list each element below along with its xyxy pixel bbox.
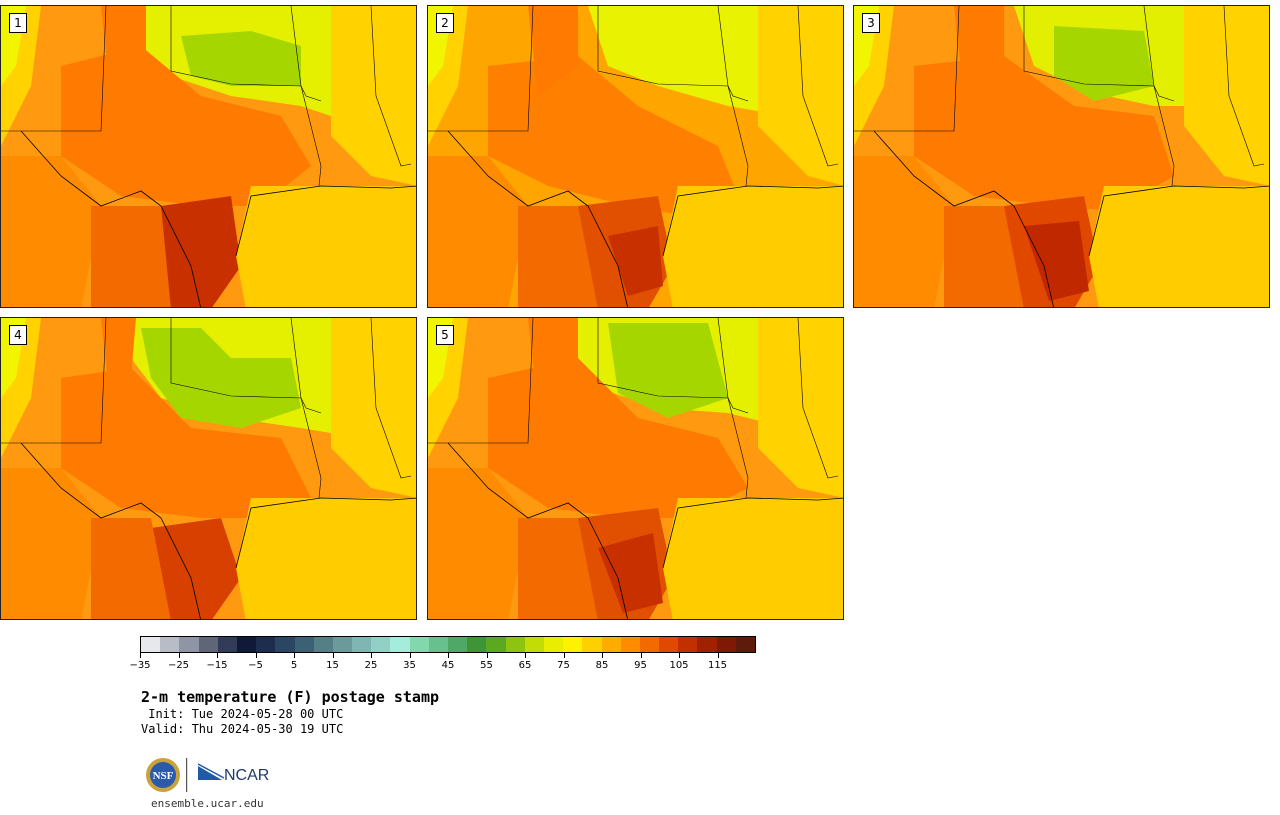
colorbar-tick: [294, 653, 295, 658]
colorbar-tick-label: 115: [707, 660, 728, 671]
colorbar-segment: [563, 637, 583, 652]
colorbar-tick-label: 5: [290, 660, 298, 671]
colorbar-tick-label: −5: [248, 660, 263, 671]
colorbar-segment: [371, 637, 391, 652]
colorbar-tick-label: 35: [403, 660, 416, 671]
temperature-map: [1, 6, 416, 307]
panel-label: 1: [9, 13, 27, 33]
colorbar-tick: [717, 653, 719, 658]
colorbar-segment: [543, 637, 564, 652]
nsf-logo-text: NSF: [153, 770, 174, 782]
temperature-map: [428, 318, 843, 619]
temperature-map: [428, 6, 843, 307]
colorbar-tick: [332, 653, 334, 658]
colorbar-segment: [505, 637, 525, 652]
map-panel-5: 5: [427, 317, 844, 620]
colorbar-segment: [735, 637, 755, 652]
colorbar-ticks: −35 −25 −15 −5 5 15 25 35 45 55 65 75 85 95 105 115: [129, 653, 756, 675]
colorbar-tick: [486, 653, 488, 658]
colorbar-tick: [371, 653, 372, 658]
colorbar-segment: [332, 637, 353, 652]
colorbar-tick-label: 85: [595, 660, 609, 671]
colorbar-segment: [659, 637, 679, 652]
map-panel-2: 2: [427, 5, 844, 308]
logos: NSF NCAR: [144, 756, 274, 794]
panel-label: 2: [436, 13, 454, 33]
colorbar-segment: [141, 637, 161, 652]
colorbar-segment: [678, 637, 698, 652]
colorbar-segment: [275, 637, 295, 652]
colorbar-tick: [178, 653, 180, 658]
colorbar-segment: [486, 637, 506, 652]
map-panel-1: 1: [0, 5, 417, 308]
colorbar-segment: [639, 637, 660, 652]
colorbar-segment: [428, 637, 448, 652]
panel-label: 4: [9, 325, 27, 345]
colorbar-tick-label: 105: [669, 660, 689, 671]
colorbar-segment: [236, 637, 257, 652]
ncar-logo-text: NCAR: [224, 767, 269, 784]
temperature-map: [854, 6, 1269, 307]
colorbar-segment: [697, 637, 717, 652]
plot-title: 2-m temperature (F) postage stamp: [141, 688, 440, 706]
colorbar-tick-label: 65: [518, 660, 532, 671]
colorbar-segment: [601, 637, 621, 652]
colorbar-segment: [160, 637, 180, 652]
panel-label: 3: [862, 13, 880, 33]
colorbar-tick-label: 95: [634, 660, 647, 671]
colorbar-tick: [640, 653, 642, 658]
colorbar-segment: [409, 637, 429, 652]
colorbar-tick: [409, 653, 411, 658]
colorbar-tick: [217, 653, 218, 658]
colorbar-segment: [524, 637, 544, 652]
colorbar-tick-label: 45: [441, 660, 455, 671]
map-panel-4: 4: [0, 317, 417, 620]
panel-label: 5: [436, 325, 454, 345]
colorbar-segment: [179, 637, 199, 652]
colorbar-tick: [679, 653, 680, 658]
colorbar-segment: [217, 637, 237, 652]
colorbar-segment: [256, 637, 276, 652]
valid-time: Valid: Thu 2024-05-30 19 UTC: [141, 722, 344, 736]
colorbar-tick-label: 55: [480, 660, 493, 671]
colorbar: [140, 636, 756, 653]
colorbar-segment: [294, 637, 314, 652]
colorbar-tick-label: −35: [129, 660, 151, 671]
site-url[interactable]: ensemble.ucar.edu: [151, 797, 264, 810]
colorbar-tick: [525, 653, 526, 658]
colorbar-segment: [448, 637, 468, 652]
colorbar-tick-label: 75: [557, 660, 570, 671]
colorbar-segment: [352, 637, 372, 652]
colorbar-segment: [716, 637, 736, 652]
colorbar-tick-label: −15: [206, 660, 228, 671]
colorbar-tick-label: 25: [364, 660, 378, 671]
colorbar-segment: [198, 637, 218, 652]
colorbar-tick: [448, 653, 449, 658]
colorbar-tick-label: 15: [326, 660, 339, 671]
nsf-ncar-logo: NSF NCAR: [146, 758, 269, 792]
colorbar-segment: [467, 637, 487, 652]
colorbar-tick: [255, 653, 257, 658]
colorbar-segment: [620, 637, 640, 652]
colorbar-segment: [313, 637, 333, 652]
colorbar-tick-label: −25: [167, 660, 190, 671]
colorbar-tick: [563, 653, 565, 658]
colorbar-tick: [140, 653, 141, 658]
init-time: Init: Tue 2024-05-28 00 UTC: [141, 707, 344, 721]
colorbar-segment: [582, 637, 602, 652]
map-panel-3: 3: [853, 5, 1270, 308]
colorbar-segment: [390, 637, 410, 652]
temperature-map: [1, 318, 416, 619]
colorbar-tick: [602, 653, 603, 658]
